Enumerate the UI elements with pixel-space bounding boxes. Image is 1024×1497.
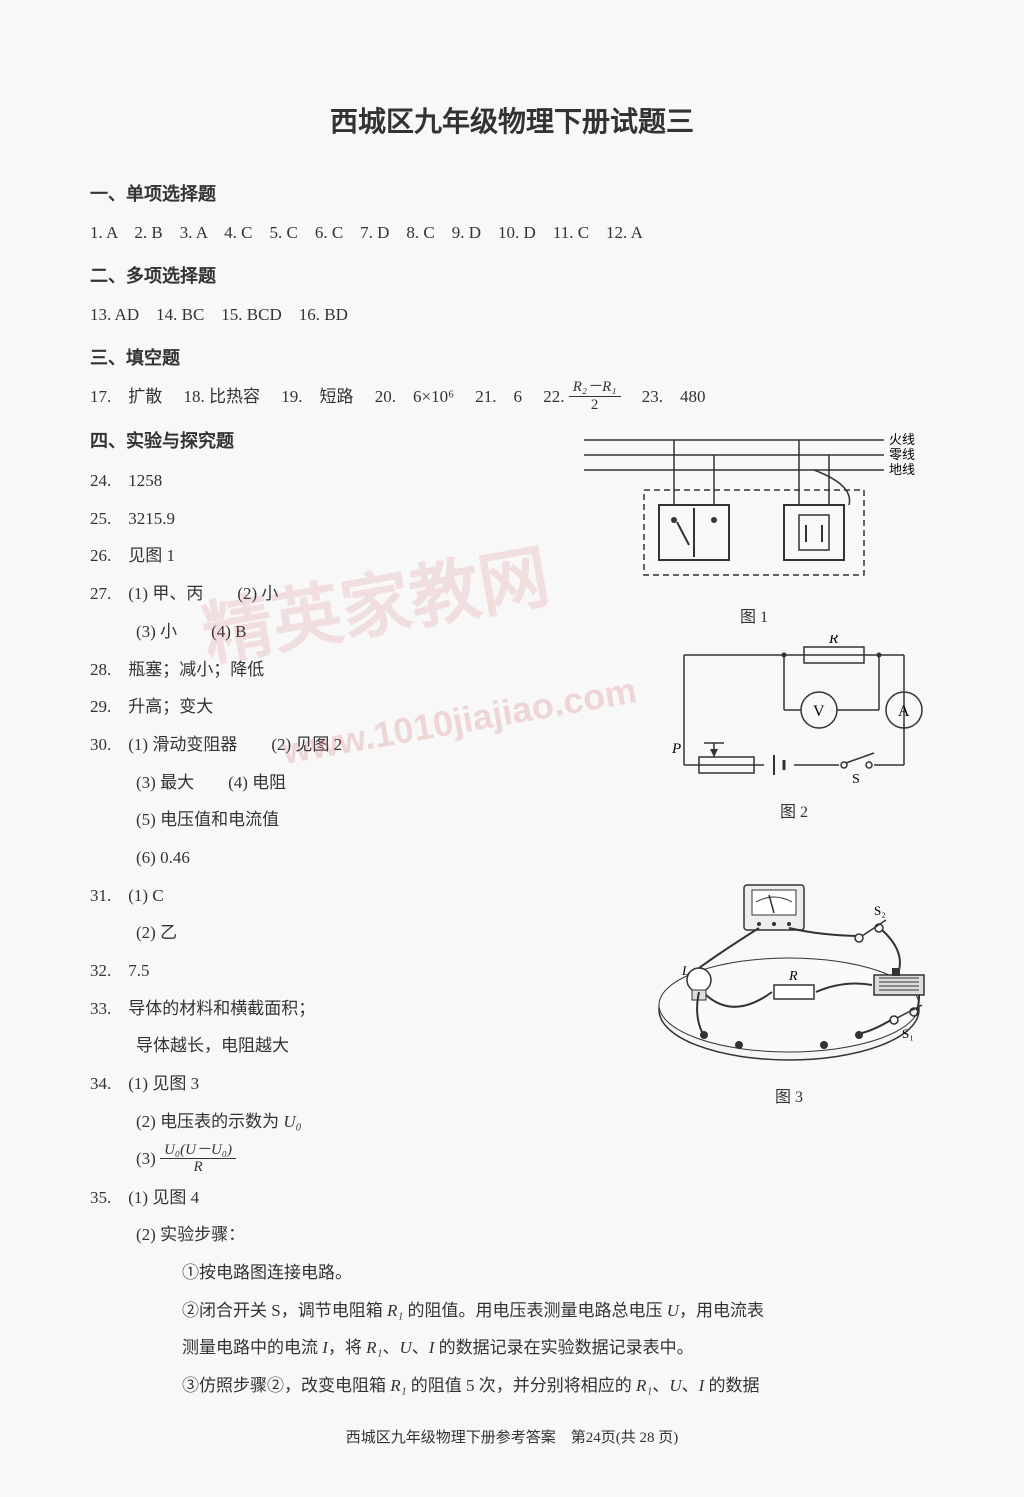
q34c-prefix: (3) xyxy=(136,1149,160,1168)
q19: 19. 短路 xyxy=(281,387,353,406)
q22-den: 2 xyxy=(569,397,621,414)
page-footer: 西城区九年级物理下册参考答案 第24页(共 28 页) xyxy=(0,1426,1024,1447)
figure3-label: 图 3 xyxy=(644,1083,934,1107)
q24: 24. 1258 xyxy=(90,463,630,499)
q22-num: R₂－R₁ xyxy=(569,379,621,397)
section1-answers: 1. A 2. B 3. A 4. C 5. C 6. C 7. D 8. C … xyxy=(90,216,934,250)
q35f-t2: 的阻值 5 次，并分别将相应的 xyxy=(407,1376,637,1395)
q32: 32. 7.5 xyxy=(90,953,630,989)
q33a: 33. 导体的材料和横截面积； xyxy=(90,991,630,1027)
fig2-V: V xyxy=(813,703,825,720)
section3-header: 三、填空题 xyxy=(90,344,934,370)
q35d: ②闭合开关 S，调节电阻箱 R₁ 的阻值。用电压表测量电路总电压 U，用电流表 xyxy=(90,1293,934,1329)
q35b: (2) 实验步骤： xyxy=(90,1217,934,1253)
q30d: (6) 0.46 xyxy=(90,840,630,876)
fig2-P: P xyxy=(671,741,681,757)
q30c: (5) 电压值和电流值 xyxy=(90,802,630,838)
fig3-S2: S₂ xyxy=(874,903,886,918)
q35a: 35. (1) 见图 4 xyxy=(90,1180,934,1216)
page-title: 西城区九年级物理下册试题三 xyxy=(90,100,934,140)
q35e: 测量电路中的电流 I，将 R₁、U、I 的数据记录在实验数据记录表中。 xyxy=(90,1330,934,1366)
q25: 25. 3215.9 xyxy=(90,501,630,537)
q20: 20. 6×10⁶ xyxy=(375,387,454,406)
section2-answers: 13. AD 14. BC 15. BCD 16. BD xyxy=(90,298,934,332)
fig2-A: A xyxy=(898,703,910,720)
figure3-svg: L R S₂ S₁ xyxy=(644,880,934,1070)
q17: 17. 扩散 xyxy=(90,387,162,406)
q31b: (2) 乙 xyxy=(90,915,630,951)
q35f-u: U xyxy=(669,1376,681,1395)
section2-header: 二、多项选择题 xyxy=(90,262,934,288)
q35e-t1: 测量电路中的电流 xyxy=(182,1338,322,1357)
q23: 23. 480 xyxy=(642,387,706,406)
q29: 29. 升高；变大 xyxy=(90,689,630,725)
q35d-r1: R₁ xyxy=(387,1301,403,1320)
svg-text:L: L xyxy=(681,963,689,978)
q26: 26. 见图 1 xyxy=(90,538,630,574)
q34b-var: U₀ xyxy=(283,1112,301,1131)
fig2-S: S xyxy=(852,772,860,785)
q35f-t3: 、 xyxy=(652,1376,669,1395)
figure1-svg: 火线 零线 地线 xyxy=(584,430,924,590)
q22-fraction: R₂－R₁ 2 xyxy=(569,379,621,413)
q35d-t3: ，用电流表 xyxy=(679,1301,764,1320)
q31a: 31. (1) C xyxy=(90,878,630,914)
fig1-line1: 火线 xyxy=(889,432,915,447)
q21: 21. 6 xyxy=(475,387,522,406)
q35e-r1: R₁ xyxy=(366,1338,382,1357)
figure1-label: 图 1 xyxy=(584,603,924,627)
q35f-t4: 、 xyxy=(682,1376,699,1395)
q28: 28. 瓶塞；减小；降低 xyxy=(90,652,630,688)
fig1-line2: 零线 xyxy=(889,447,915,462)
figure3: L R S₂ S₁ 图 3 xyxy=(644,880,934,1107)
figure2-label: 图 2 xyxy=(664,798,924,822)
fig3-S1: S₁ xyxy=(902,1026,914,1041)
q22-prefix: 22. xyxy=(543,387,564,406)
q34a: 34. (1) 见图 3 xyxy=(90,1066,630,1102)
q35f-t1: ③仿照步骤②，改变电阻箱 xyxy=(182,1376,390,1395)
q18: 18. 比热容 xyxy=(184,387,261,406)
fig1-line3: 地线 xyxy=(889,462,915,477)
fig3-R: R xyxy=(788,969,798,984)
q34c-num: U₀(U－U₀) xyxy=(160,1142,236,1160)
q34b: (2) 电压表的示数为 U₀ xyxy=(90,1104,630,1140)
q35e-t3: 、 xyxy=(382,1338,399,1357)
q30a: 30. (1) 滑动变阻器 (2) 见图 2 xyxy=(90,727,630,763)
fig2-R: R xyxy=(828,635,838,647)
q35e-t5: 的数据记录在实验数据记录表中。 xyxy=(434,1338,693,1357)
q34c: (3) U₀(U－U₀) R xyxy=(90,1141,630,1177)
figure1: 火线 零线 地线 图 1 xyxy=(584,430,924,627)
q35f-r1b: R₁ xyxy=(636,1376,652,1395)
section1-header: 一、单项选择题 xyxy=(90,180,934,206)
q27b: (3) 小 (4) B xyxy=(90,614,630,650)
q35d-t2: 的阻值。用电压表测量电路总电压 xyxy=(403,1301,667,1320)
q34c-den: R xyxy=(160,1159,236,1176)
q35d-t1: ②闭合开关 S，调节电阻箱 xyxy=(182,1301,387,1320)
q34c-fraction: U₀(U－U₀) R xyxy=(160,1142,236,1176)
q27a: 27. (1) 甲、丙 (2) 小 xyxy=(90,576,630,612)
q30b: (3) 最大 (4) 电阻 xyxy=(90,765,630,801)
q35d-u: U xyxy=(667,1301,679,1320)
q35f-t5: 的数据 xyxy=(704,1376,759,1395)
figure2: R V A P S 图 2 xyxy=(664,635,924,822)
section3-answers: 17. 扩散 18. 比热容 19. 短路 20. 6×10⁶ 21. 6 22… xyxy=(90,380,934,415)
q35e-u: U xyxy=(399,1338,411,1357)
q34b-prefix: (2) 电压表的示数为 xyxy=(136,1112,283,1131)
q35f: ③仿照步骤②，改变电阻箱 R₁ 的阻值 5 次，并分别将相应的 R₁、U、I 的… xyxy=(90,1368,934,1404)
q35e-t2: ，将 xyxy=(328,1338,366,1357)
q33b: 导体越长，电阻越大 xyxy=(90,1028,630,1064)
q35f-r1: R₁ xyxy=(390,1376,406,1395)
figure2-svg: R V A P S xyxy=(664,635,924,785)
q35e-t4: 、 xyxy=(412,1338,429,1357)
q35c: ①按电路图连接电路。 xyxy=(90,1255,934,1291)
